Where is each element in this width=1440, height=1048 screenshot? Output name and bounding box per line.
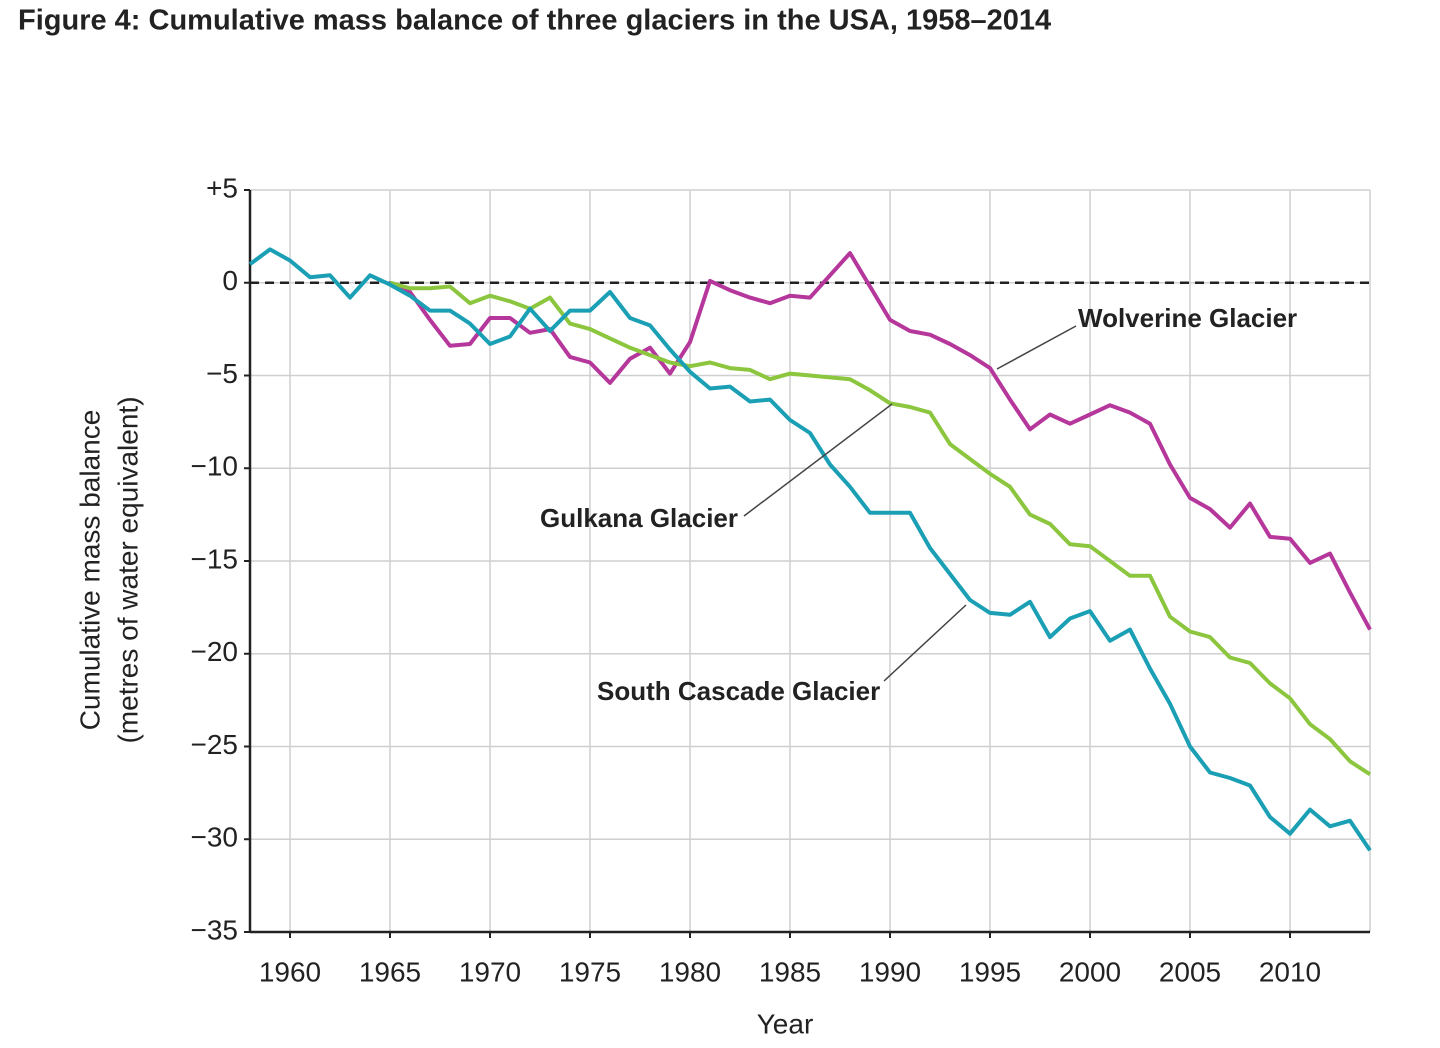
x-tick-label: 1970 bbox=[459, 956, 521, 987]
series-label: Gulkana Glacier bbox=[540, 503, 738, 533]
y-axis-label: (metres of water equivalent) bbox=[112, 396, 143, 743]
x-tick-label: 1975 bbox=[559, 956, 621, 987]
series-line bbox=[389, 251, 1372, 631]
x-tick-label: 2005 bbox=[1159, 956, 1221, 987]
leader-line bbox=[743, 403, 893, 517]
y-tick-label: −20 bbox=[191, 636, 239, 667]
leader-line bbox=[883, 604, 967, 682]
y-tick-label: −5 bbox=[206, 358, 238, 389]
leader-line bbox=[996, 325, 1077, 370]
x-tick-label: 1985 bbox=[759, 956, 821, 987]
x-tick-label: 1995 bbox=[959, 956, 1021, 987]
series-line bbox=[248, 247, 1372, 852]
y-axis-label: Cumulative mass balance bbox=[74, 410, 105, 731]
series-line bbox=[389, 280, 1372, 776]
y-tick-label: −25 bbox=[191, 729, 239, 760]
x-tick-label: 1960 bbox=[259, 956, 321, 987]
x-tick-label: 2000 bbox=[1059, 956, 1121, 987]
x-tick-label: 1990 bbox=[859, 956, 921, 987]
y-tick-label: 0 bbox=[222, 265, 238, 296]
series-label: Wolverine Glacier bbox=[1078, 303, 1297, 333]
chart-title: Figure 4: Cumulative mass balance of thr… bbox=[18, 5, 1051, 37]
x-tick-label: 1965 bbox=[359, 956, 421, 987]
y-tick-label: −30 bbox=[191, 822, 239, 853]
y-tick-label: −10 bbox=[191, 451, 239, 482]
x-tick-label: 2010 bbox=[1259, 956, 1321, 987]
y-tick-label: −15 bbox=[191, 543, 239, 574]
x-tick-label: 1980 bbox=[659, 956, 721, 987]
y-tick-label: +5 bbox=[206, 172, 238, 203]
y-tick-label: −35 bbox=[191, 914, 239, 945]
x-axis-label: Year bbox=[757, 1008, 814, 1039]
series-label: South Cascade Glacier bbox=[597, 676, 880, 706]
